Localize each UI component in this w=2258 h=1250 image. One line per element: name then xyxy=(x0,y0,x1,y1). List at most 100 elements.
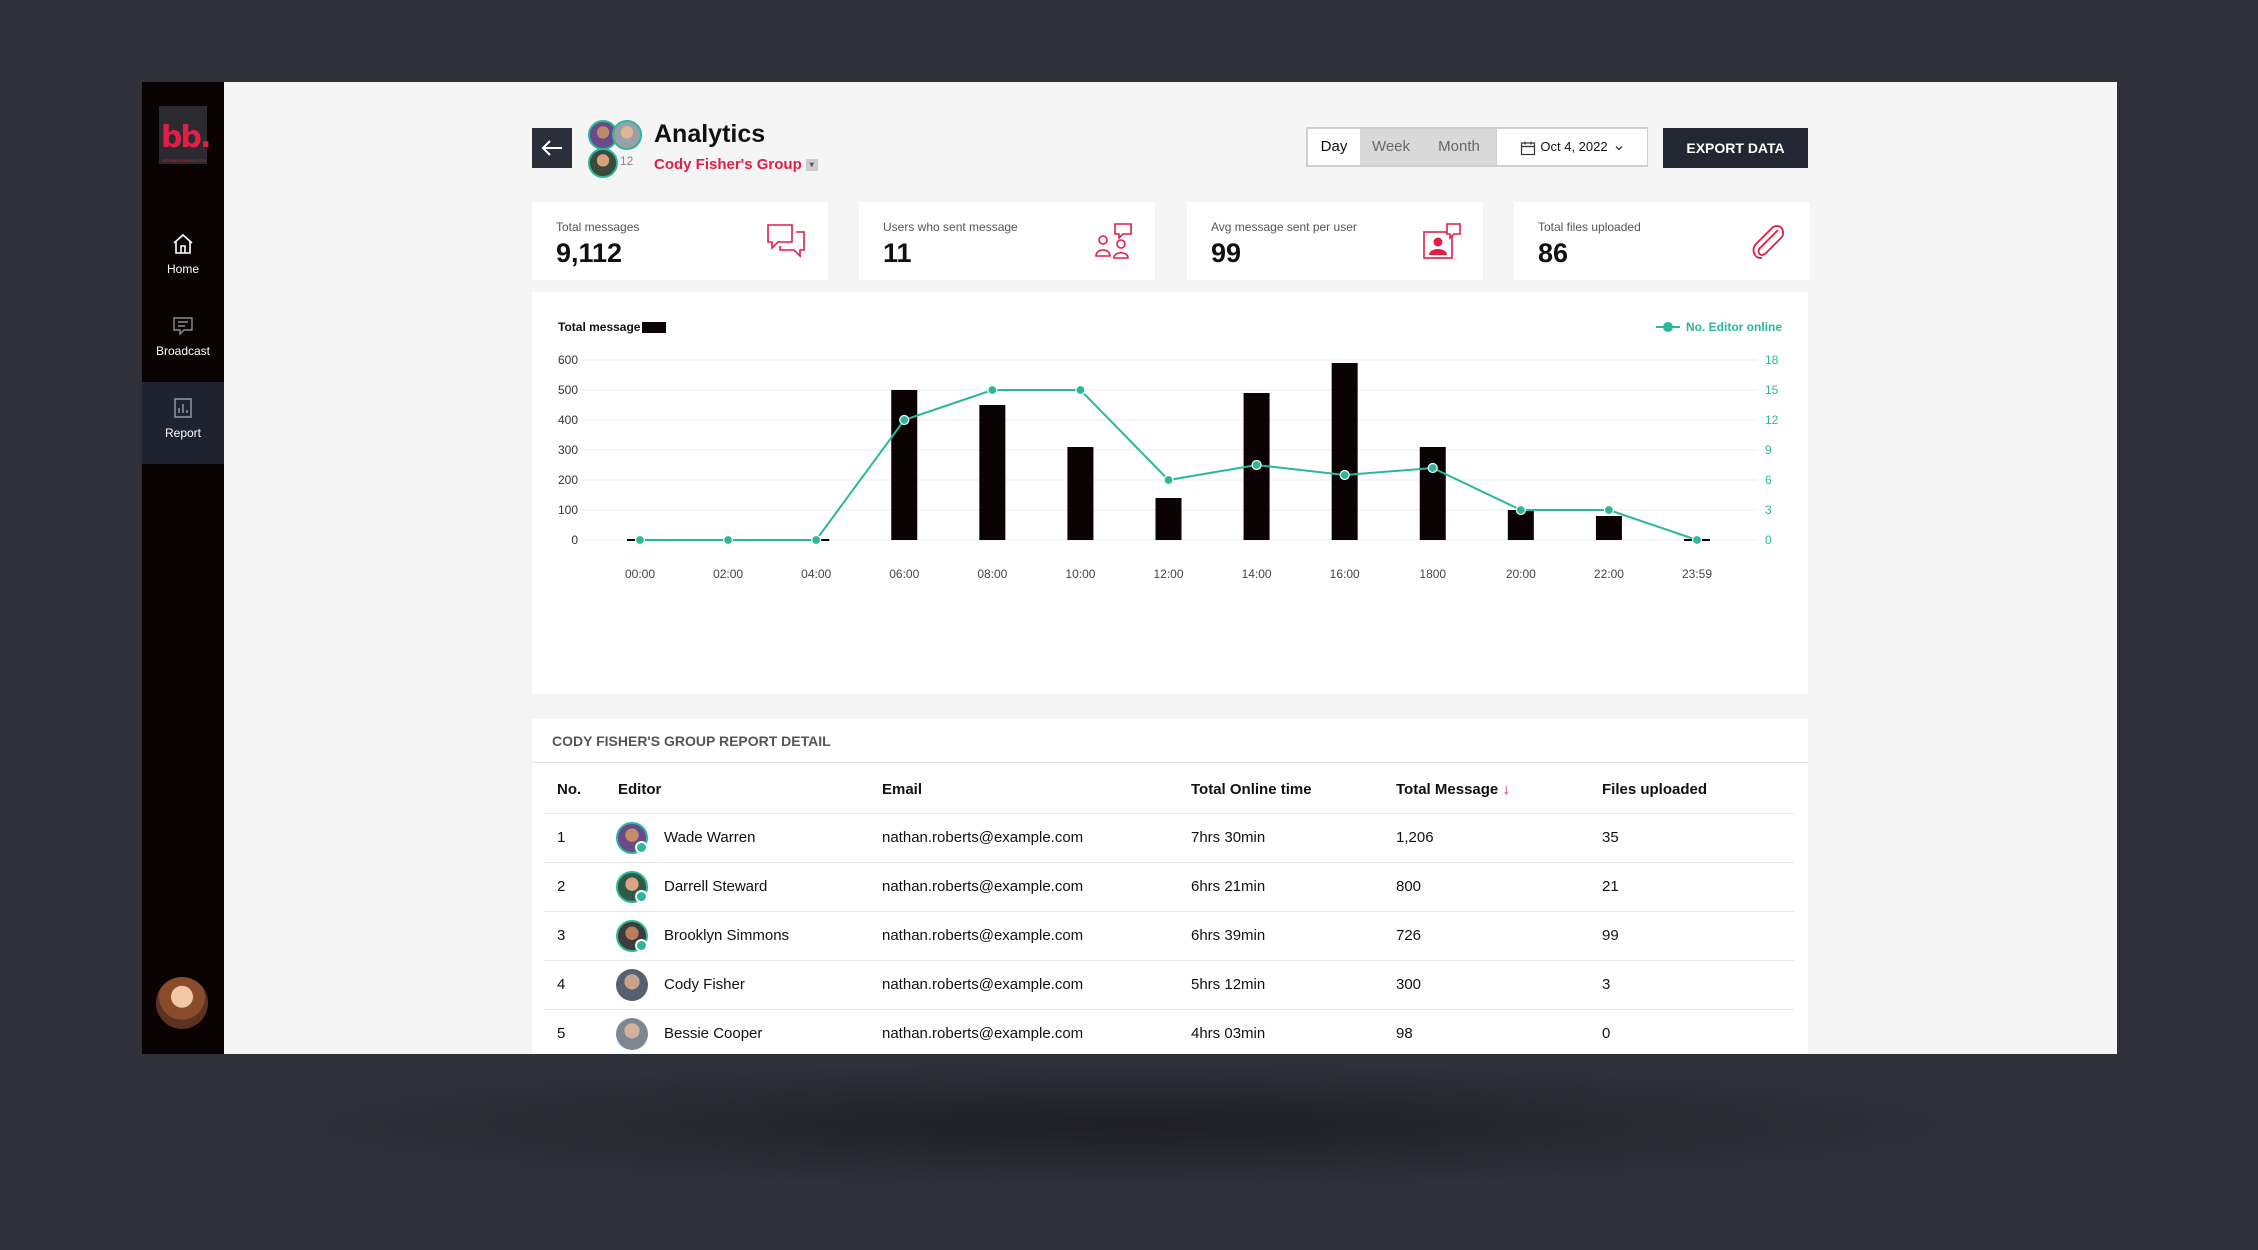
cell-number: 2 xyxy=(557,878,566,895)
cell-files-uploaded: 0 xyxy=(1602,1025,1611,1042)
x-tick-label: 04:00 xyxy=(801,567,831,581)
stat-card-files-uploaded: Total files uploaded 86 xyxy=(1514,202,1810,280)
line-point xyxy=(1075,384,1086,396)
sidebar-item-home[interactable]: Home xyxy=(142,232,224,314)
x-tick-label: 14:00 xyxy=(1242,567,1272,581)
avatar xyxy=(588,148,618,178)
line-point xyxy=(1603,504,1615,516)
cell-number: 5 xyxy=(557,1025,566,1042)
group-avatars[interactable]: 12 xyxy=(588,120,648,178)
cell-total-message: 300 xyxy=(1396,976,1422,993)
cell-total-message: 98 xyxy=(1396,1025,1413,1042)
line-point xyxy=(811,534,822,546)
legend-swatch-point xyxy=(1663,322,1673,332)
stat-card-avg-messages: Avg message sent per user 99 xyxy=(1187,202,1483,280)
y-tick-label: 500 xyxy=(558,383,578,397)
paperclip-icon xyxy=(1752,225,1784,259)
x-tick-label: 08:00 xyxy=(977,567,1007,581)
range-option-day[interactable]: Day xyxy=(1308,129,1360,165)
sidebar-item-report[interactable]: Report xyxy=(142,382,224,464)
brand-logo[interactable]: bb. BOOMBOXNEWS.COM xyxy=(159,106,211,164)
line-point xyxy=(1251,459,1262,471)
report-table: CODY FISHER'S GROUP REPORT DETAIL No. Ed… xyxy=(532,719,1808,1054)
y2-tick-label: 15 xyxy=(1765,383,1779,397)
online-status-dot xyxy=(635,939,648,952)
group-selector[interactable]: Cody Fisher's Group ▾ xyxy=(654,156,818,173)
users-message-icon xyxy=(1095,223,1132,259)
range-option-month[interactable]: Month xyxy=(1422,129,1496,165)
table-row[interactable]: 5 Bessie Cooper nathan.roberts@example.com… xyxy=(544,1009,1794,1054)
column-header-total-message[interactable]: Total Message ↓ xyxy=(1396,781,1510,798)
column-header-label: Total Message xyxy=(1396,781,1499,798)
date-picker[interactable]: Oct 4, 2022 xyxy=(1496,129,1647,165)
chevron-down-icon xyxy=(1615,145,1623,150)
sidebar-item-label: Broadcast xyxy=(155,344,211,358)
x-tick-label: 20:00 xyxy=(1506,567,1536,581)
table-title: CODY FISHER'S GROUP REPORT DETAIL xyxy=(552,733,831,749)
avatar xyxy=(616,969,648,1001)
range-option-week[interactable]: Week xyxy=(1360,129,1422,165)
logo-text: bb. xyxy=(161,120,211,155)
x-tick-label: 02:00 xyxy=(713,567,743,581)
table-row[interactable]: 2 Darrell Steward nathan.roberts@example.c… xyxy=(544,862,1794,912)
cell-email: nathan.roberts@example.com xyxy=(882,1025,1084,1042)
member-count: 12 xyxy=(620,154,634,168)
stat-label: Users who sent message xyxy=(883,220,1018,234)
page-title: Analytics xyxy=(654,120,766,148)
cell-total-message: 726 xyxy=(1396,927,1422,944)
bar xyxy=(1067,447,1094,540)
user-avatar[interactable] xyxy=(156,977,208,1029)
legend-total-message: Total message xyxy=(558,320,641,334)
broadcast-icon xyxy=(173,317,193,336)
stat-value: 9,112 xyxy=(556,238,623,268)
window-shadow xyxy=(240,1060,2020,1190)
x-tick-label: 06:00 xyxy=(889,567,919,581)
cell-email: nathan.roberts@example.com xyxy=(882,878,1084,895)
cell-email: nathan.roberts@example.com xyxy=(882,976,1084,993)
y2-tick-label: 18 xyxy=(1765,353,1779,367)
sidebar: bb. BOOMBOXNEWS.COM Home Broadcast Repor… xyxy=(142,82,224,1054)
bar xyxy=(1419,447,1446,540)
online-status-dot xyxy=(635,841,648,854)
back-button[interactable] xyxy=(532,128,572,168)
cell-editor-name: Darrell Steward xyxy=(664,878,768,895)
group-name: Cody Fisher's Group xyxy=(654,156,802,173)
line-point xyxy=(634,534,646,546)
sidebar-item-label: Home xyxy=(166,262,199,276)
table-row[interactable]: 4 Cody Fisher nathan.roberts@example.com 5h… xyxy=(544,960,1794,1010)
cell-files-uploaded: 35 xyxy=(1602,829,1619,846)
y-tick-label: 600 xyxy=(558,353,578,367)
range-selector: Day Week Month Oct 4, 2022 xyxy=(1306,127,1648,167)
online-status-dot xyxy=(635,890,648,903)
stat-card-users-sent: Users who sent message 11 xyxy=(859,202,1155,280)
avatar xyxy=(616,822,648,854)
cell-number: 1 xyxy=(557,829,566,846)
line-point xyxy=(987,384,998,396)
table-row[interactable]: 1 Wade Warren nathan.roberts@example.com 7h… xyxy=(544,813,1794,863)
stat-label: Total messages xyxy=(556,220,640,234)
export-data-button[interactable]: EXPORT DATA xyxy=(1663,128,1808,168)
chart: 0 100 200 300 400 500 600 0 3 6 9 12 15 18 00:00 02:0… xyxy=(558,320,1782,581)
x-tick-label: 16:00 xyxy=(1330,567,1360,581)
avatar xyxy=(616,1018,648,1050)
cell-online-time: 7hrs 30min xyxy=(1191,829,1266,846)
bar xyxy=(1595,516,1622,540)
x-tick-label: 00:00 xyxy=(625,567,655,581)
table-row[interactable]: 3 Brooklyn Simmons nathan.roberts@example.… xyxy=(544,911,1794,961)
x-tick-label: 22:00 xyxy=(1594,567,1624,581)
user-message-icon xyxy=(1423,223,1461,259)
avatar xyxy=(616,920,648,952)
line-point xyxy=(1339,469,1350,481)
line-point xyxy=(1515,504,1526,516)
column-header-files: Files uploaded xyxy=(1602,781,1708,798)
column-header-editor: Editor xyxy=(618,781,662,798)
report-icon xyxy=(174,398,192,418)
x-tick-label: 23:59 xyxy=(1682,567,1712,581)
sidebar-item-broadcast[interactable]: Broadcast xyxy=(142,314,224,396)
cell-editor-name: Cody Fisher xyxy=(664,976,745,993)
y-tick-label: 100 xyxy=(558,503,578,517)
chart-panel: 0 100 200 300 400 500 600 0 3 6 9 12 15 18 00:00 02:0… xyxy=(532,292,1808,694)
cell-number: 3 xyxy=(557,927,566,944)
cell-online-time: 5hrs 12min xyxy=(1191,976,1266,993)
column-header-online-time: Total Online time xyxy=(1191,781,1312,798)
